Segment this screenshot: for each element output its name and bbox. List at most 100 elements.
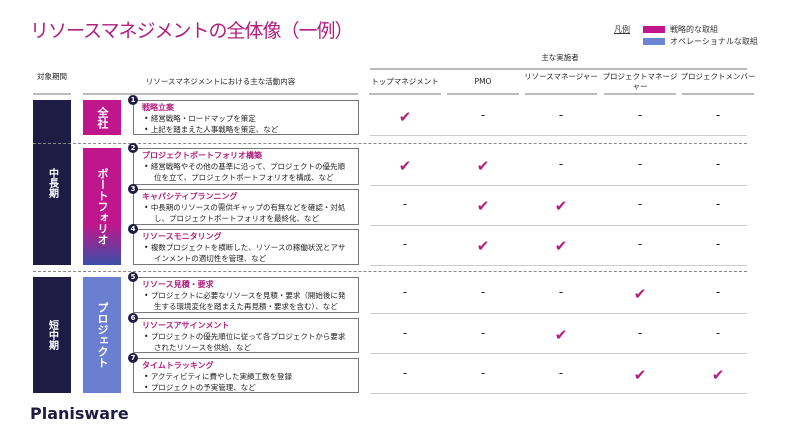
bullet-text: 経営戦略やその他の基準に沿って、プロジェクトの優先順位を立て、プロジェクトポート… bbox=[150, 162, 346, 182]
legend-title: 凡例 bbox=[614, 25, 630, 34]
dash-mark: - bbox=[558, 285, 564, 299]
check-icon: ✔ bbox=[711, 365, 725, 384]
check-icon: ✔ bbox=[476, 197, 490, 215]
activity-bullet: • プロジェクトの予実管理、など bbox=[144, 383, 256, 392]
legend-swatch-strategic bbox=[643, 26, 665, 33]
check-icon: ✔ bbox=[554, 237, 568, 255]
activity-bullet: • プロジェクトに必要なリソースを見積・要求（開始後に発生する環境変化を踏まえた… bbox=[144, 291, 346, 311]
activity-title: タイムトラッキング bbox=[142, 361, 214, 370]
check-icon: ✔ bbox=[398, 107, 412, 126]
check-icon: ✔ bbox=[554, 197, 568, 215]
role-header: プロジェクトメンバー bbox=[680, 72, 756, 81]
activity-box: 戦略立案 • 経営戦略・ロードマップを策定 • 上記を踏まえた人事戦略を策定、など bbox=[133, 100, 359, 135]
section-divider bbox=[33, 271, 747, 272]
dash-mark: - bbox=[558, 365, 564, 380]
activity-box: リソース見積・要求 • プロジェクトに必要なリソースを見積・要求（開始後に発生する… bbox=[133, 277, 359, 313]
activity-box: プロジェクトポートフォリオ構築 • 経営戦略やその他の基準に沿って、プロジェクトの… bbox=[133, 148, 359, 185]
bullet-text: 中長期のリソースの需供ギャップの有無などを確認・対処し、プロジェクトポートフォリ… bbox=[150, 203, 346, 223]
bullet-text: プロジェクトに必要なリソースを見積・要求（開始後に発生する環境変化を踏まえた再見… bbox=[150, 291, 346, 311]
step-number-badge: 4 bbox=[128, 224, 138, 234]
bullet-text: プロジェクトの予実管理、など bbox=[150, 383, 256, 392]
activity-title: キャパシティプランニング bbox=[142, 192, 238, 201]
target-period-header: 対象期間 bbox=[37, 72, 67, 81]
activity-title: プロジェクトポートフォリオ構築 bbox=[142, 151, 262, 160]
dash-mark: - bbox=[637, 107, 643, 122]
category-portfolio: ポートフォリオ bbox=[83, 148, 121, 265]
category-project: プロジェクト bbox=[83, 277, 121, 393]
row-divider bbox=[370, 225, 747, 226]
planisware-logo: Planisware bbox=[30, 404, 129, 423]
bullet-text: 経営戦略・ロードマップを策定 bbox=[150, 114, 256, 123]
role-header: リソースマネージャー bbox=[524, 72, 598, 81]
dash-mark: - bbox=[402, 197, 408, 211]
check-icon: ✔ bbox=[633, 285, 647, 303]
header-underline bbox=[682, 93, 754, 95]
legend-swatch-operational bbox=[643, 38, 665, 45]
header-underline bbox=[447, 93, 519, 95]
activity-box: タイムトラッキング • アクティビティに費やした実績工数を登録 • プロジェクトの予… bbox=[133, 358, 359, 393]
activity-bullet: • アクティビティに費やした実績工数を登録 bbox=[144, 372, 293, 381]
row-divider bbox=[370, 265, 747, 266]
activity-title: リソース見積・要求 bbox=[142, 280, 214, 289]
period-mid-long: 中長期 bbox=[33, 100, 71, 265]
dash-mark: - bbox=[558, 107, 564, 122]
bullet-text: プロジェクトの優先順位に従って各プロジェクトから要求されたリソースを供給、など bbox=[150, 332, 346, 352]
bullet-text: 上記を踏まえた人事戦略を策定、など bbox=[150, 125, 279, 134]
dash-mark: - bbox=[637, 197, 643, 211]
dash-mark: - bbox=[402, 325, 408, 340]
activity-bullet: • 上記を踏まえた人事戦略を策定、など bbox=[144, 125, 279, 134]
header-underline bbox=[525, 93, 597, 95]
dash-mark: - bbox=[715, 237, 721, 251]
legend-item-strategic: 戦略的な取組 bbox=[670, 25, 718, 34]
performers-divider bbox=[370, 68, 747, 70]
dash-mark: - bbox=[637, 325, 643, 340]
period-short-mid: 短中期 bbox=[33, 277, 71, 393]
step-number-badge: 2 bbox=[128, 143, 138, 153]
activity-box: リソースモニタリング • 複数プロジェクトを横断した、リソースの稼働状況とアサイン… bbox=[133, 229, 359, 265]
row-divider bbox=[370, 135, 747, 136]
activity-bullet: • 中長期のリソースの需供ギャップの有無などを確認・対処し、プロジェクトポートフ… bbox=[144, 203, 346, 223]
section-divider bbox=[33, 143, 747, 144]
check-icon: ✔ bbox=[476, 156, 490, 175]
activity-bullet: • プロジェクトの優先順位に従って各プロジェクトから要求されたリソースを供給、な… bbox=[144, 332, 346, 352]
dash-mark: - bbox=[715, 107, 721, 122]
bullet-text: 複数プロジェクトを横断した、リソースの稼働状況とアサインメントの適切性を管理、な… bbox=[150, 243, 346, 263]
category-company: 全社 bbox=[83, 100, 121, 135]
dash-mark: - bbox=[480, 365, 486, 380]
check-icon: ✔ bbox=[554, 325, 568, 344]
step-number-badge: 1 bbox=[128, 95, 138, 105]
activity-box: リソースアサインメント • プロジェクトの優先順位に従って各プロジェクトから要求さ… bbox=[133, 318, 359, 353]
step-number-badge: 6 bbox=[128, 313, 138, 323]
row-divider bbox=[370, 353, 747, 354]
role-header: トップマネジメント bbox=[371, 77, 439, 86]
dash-mark: - bbox=[402, 365, 408, 380]
dash-mark: - bbox=[715, 325, 721, 340]
page-title: リソースマネジメントの全体像（一例） bbox=[30, 20, 353, 42]
dash-mark: - bbox=[637, 237, 643, 251]
role-header: プロジェクトマネージャー bbox=[602, 72, 678, 91]
bullet-text: アクティビティに費やした実績工数を登録 bbox=[150, 372, 293, 381]
header-underline bbox=[369, 93, 441, 95]
header-underline bbox=[604, 93, 676, 95]
activity-bullet: • 経営戦略やその他の基準に沿って、プロジェクトの優先順位を立て、プロジェクトポ… bbox=[144, 162, 346, 182]
row-divider bbox=[370, 185, 747, 186]
step-number-badge: 5 bbox=[128, 272, 138, 282]
legend-item-operational: オペレーショナルな取組 bbox=[670, 37, 758, 46]
step-number-badge: 3 bbox=[128, 184, 138, 194]
dash-mark: - bbox=[637, 156, 643, 171]
dash-mark: - bbox=[715, 285, 721, 299]
row-divider bbox=[370, 313, 747, 314]
row-divider bbox=[370, 393, 747, 394]
activity-title: リソースモニタリング bbox=[142, 232, 222, 241]
activity-title: リソースアサインメント bbox=[142, 321, 230, 330]
dash-mark: - bbox=[402, 285, 408, 299]
activities-header: リソースマネジメントにおける主な活動内容 bbox=[145, 77, 296, 86]
performers-header: 主な実施者 bbox=[541, 53, 579, 62]
dash-mark: - bbox=[480, 325, 486, 340]
check-icon: ✔ bbox=[398, 156, 412, 175]
activity-bullet: • 複数プロジェクトを横断した、リソースの稼働状況とアサインメントの適切性を管理… bbox=[144, 243, 346, 263]
dash-mark: - bbox=[558, 156, 564, 171]
dash-mark: - bbox=[402, 237, 408, 251]
activity-title: 戦略立案 bbox=[142, 103, 174, 112]
role-header: PMO bbox=[474, 77, 492, 86]
